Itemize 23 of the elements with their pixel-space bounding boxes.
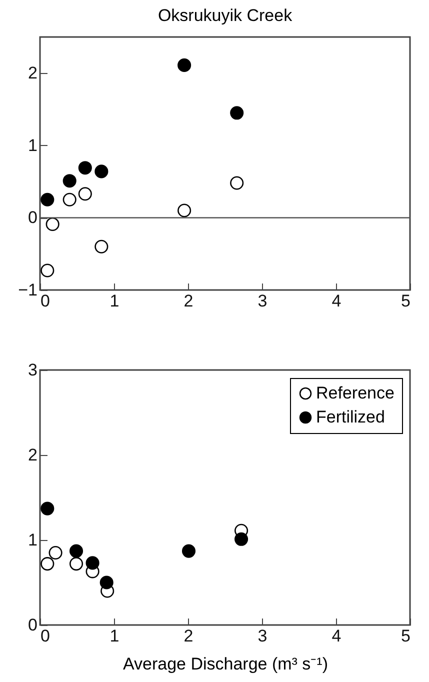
x-tick-label: 3 xyxy=(258,626,268,646)
y-tick-label: 1 xyxy=(28,136,38,155)
legend-label: Fertilized xyxy=(316,408,385,426)
legend-label: Reference xyxy=(316,384,394,402)
y-tick-label: 1 xyxy=(28,530,38,550)
x-tick-label: 0 xyxy=(40,292,50,310)
x-tick-label: 2 xyxy=(184,292,194,310)
x-tick-label: 1 xyxy=(110,292,120,310)
x-tick-label: 4 xyxy=(332,292,342,310)
x-tick-label: 3 xyxy=(258,292,268,310)
x-tick-label: 1 xyxy=(110,626,120,646)
y-tick-label: 2 xyxy=(28,64,38,83)
y-tick-label: 0 xyxy=(28,208,38,228)
chart-title: Oksrukuyik Creek xyxy=(158,6,293,25)
y-tick-label: −1 xyxy=(18,280,38,300)
y-tick-label: 2 xyxy=(28,446,38,464)
x-tick-label: 0 xyxy=(40,626,50,646)
x-tick-label: 2 xyxy=(184,626,194,646)
x-tick-label: 5 xyxy=(401,292,410,310)
y-tick-label: 3 xyxy=(28,360,38,380)
x-tick-label: 4 xyxy=(332,626,342,646)
x-tick-label: 5 xyxy=(401,626,410,646)
x-axis-title: Average Discharge (m³ s⁻¹) xyxy=(122,654,328,674)
